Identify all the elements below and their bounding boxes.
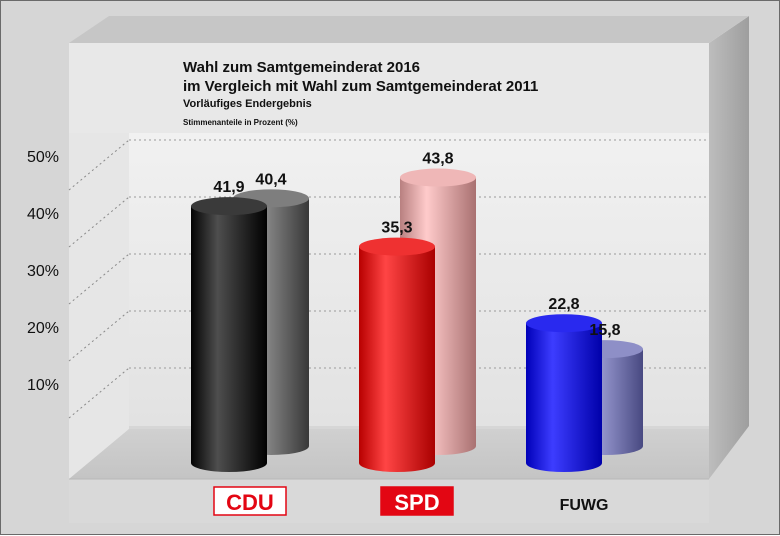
- left-wall: [69, 43, 129, 479]
- grid-line-diagonal: [68, 139, 130, 191]
- value-label: 15,8: [589, 322, 620, 339]
- bar-spd-2011-top: [400, 168, 476, 187]
- grid-line-diagonal: [68, 367, 130, 419]
- bar-fuwg-2016-top: [526, 314, 602, 333]
- y-tick-label: 30%: [27, 263, 59, 280]
- bar-spd-2016: [359, 237, 435, 472]
- bar-spd-2016-top: [359, 237, 435, 256]
- category-label-text: SPD: [394, 490, 439, 515]
- chart-note-unit: Stimmenanteile in Prozent (%): [183, 118, 298, 127]
- grid-line-diagonal: [68, 310, 130, 362]
- chart-note-result: Vorläufiges Endergebnis: [183, 98, 312, 110]
- grid-line-diagonal: [68, 253, 130, 305]
- y-tick-label: 10%: [27, 377, 59, 394]
- chart-subtitle: im Vergleich mit Wahl zum Samtgemeindera…: [183, 78, 538, 95]
- value-label: 43,8: [422, 151, 453, 168]
- value-label: 40,4: [255, 171, 286, 188]
- value-labels: 40,4 43,8 15,8 41,9 35,3 22,8: [213, 151, 620, 340]
- category-label-cdu: CDU: [213, 486, 287, 516]
- right-panel: [709, 16, 749, 479]
- bar-cdu-2016: [191, 197, 267, 472]
- bar-cdu-2016-body: [191, 206, 267, 472]
- category-label-text: CDU: [226, 490, 274, 515]
- value-label: 35,3: [381, 220, 412, 237]
- bars: [191, 168, 643, 472]
- y-tick-label: 20%: [27, 320, 59, 337]
- category-labels: CDU SPD FUWG: [213, 486, 609, 516]
- grid-line-diagonal: [68, 196, 130, 248]
- category-label-spd: SPD: [380, 486, 454, 516]
- title-box: [69, 43, 709, 133]
- y-tick-label: 40%: [27, 206, 59, 223]
- bar-spd-2016-body: [359, 246, 435, 472]
- category-label-text: FUWG: [560, 497, 609, 514]
- y-tick-label: 50%: [27, 149, 59, 166]
- bar-cdu-2016-top: [191, 197, 267, 216]
- value-label: 41,9: [213, 179, 244, 196]
- bar-fuwg-2016: [526, 314, 602, 472]
- value-label: 22,8: [548, 296, 579, 313]
- top-lid: [69, 16, 749, 43]
- chart-title: Wahl zum Samtgemeinderat 2016: [183, 59, 420, 76]
- category-label-fuwg: FUWG: [560, 497, 609, 514]
- bar-fuwg-2016-body: [526, 323, 602, 472]
- y-axis: 10% 20% 30% 40% 50%: [27, 149, 59, 394]
